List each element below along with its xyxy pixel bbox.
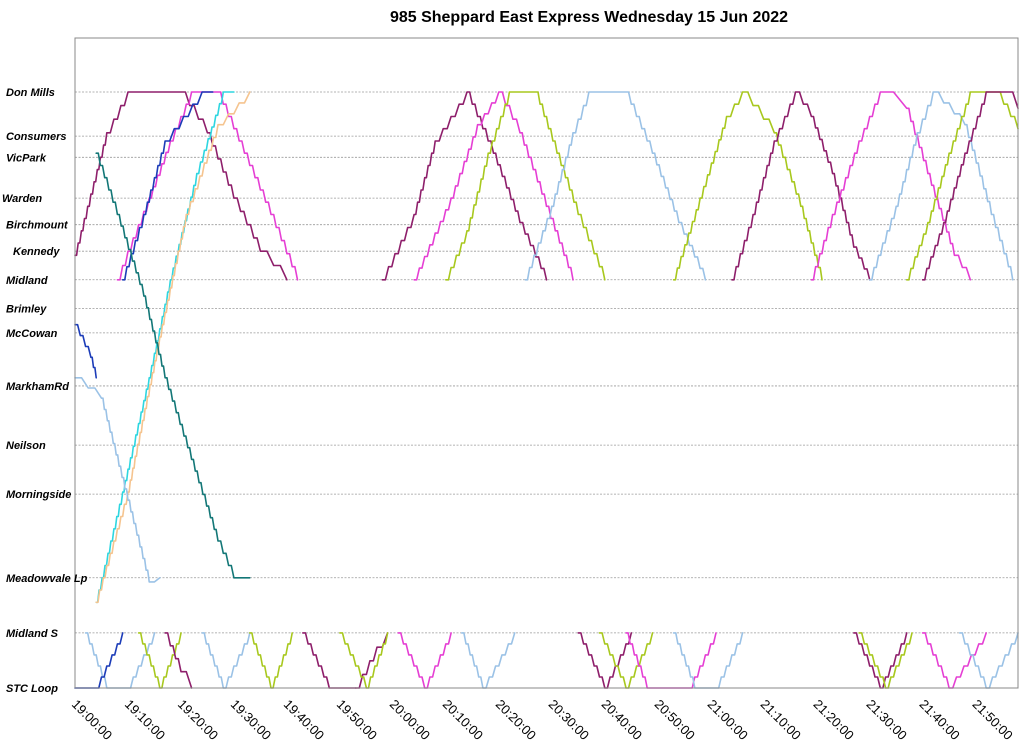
x-tick-label: 20:20:00 bbox=[493, 697, 539, 743]
trip-line bbox=[95, 91, 251, 604]
trip-line bbox=[116, 91, 299, 281]
x-tick-label: 20:00:00 bbox=[387, 697, 433, 743]
trip-line bbox=[137, 632, 182, 689]
trip-line bbox=[445, 91, 606, 281]
trip-line bbox=[397, 632, 452, 689]
x-tick-label: 19:20:00 bbox=[175, 697, 221, 743]
trip-line bbox=[672, 632, 744, 689]
x-tick-label: 21:50:00 bbox=[969, 697, 1015, 743]
x-tick-label: 21:10:00 bbox=[758, 697, 804, 743]
trip-line bbox=[921, 91, 1019, 281]
trip-line bbox=[853, 632, 908, 689]
trip-line bbox=[302, 632, 357, 689]
trip-line bbox=[339, 632, 389, 689]
stop-label-midland-s: Midland S bbox=[6, 628, 59, 640]
stop-label-meadowvale-lp: Meadowvale Lp bbox=[6, 573, 88, 585]
trip-line bbox=[598, 632, 654, 689]
trip-line bbox=[381, 91, 548, 281]
stop-label-birchmount: Birchmount bbox=[6, 220, 69, 232]
stop-label-brimley: Brimley bbox=[6, 303, 47, 315]
trip-line bbox=[74, 91, 288, 281]
trip-line bbox=[164, 632, 193, 689]
stop-label-kennedy: Kennedy bbox=[13, 246, 60, 258]
x-tick-label: 21:30:00 bbox=[864, 697, 910, 743]
trip-line bbox=[524, 91, 707, 281]
plot-frame bbox=[74, 37, 1019, 689]
x-tick-label: 19:00:00 bbox=[69, 697, 115, 743]
x-tick-label: 20:30:00 bbox=[546, 697, 592, 743]
x-tick-label: 19:10:00 bbox=[122, 697, 168, 743]
trip-line bbox=[74, 323, 97, 379]
stop-label-markhamrd: MarkhamRd bbox=[6, 381, 69, 393]
trip-line bbox=[74, 377, 161, 583]
trip-line bbox=[460, 632, 516, 689]
x-tick-label: 19:40:00 bbox=[281, 697, 327, 743]
x-tick-label: 21:00:00 bbox=[705, 697, 751, 743]
x-tick-label: 21:20:00 bbox=[811, 697, 857, 743]
stop-label-midland: Midland bbox=[6, 275, 48, 287]
stop-labels: Don Mills Consumers VicPark Warden Birchmoun… bbox=[2, 87, 88, 695]
x-tick-label: 19:30:00 bbox=[228, 697, 274, 743]
trip-line bbox=[355, 632, 389, 689]
x-tick-label: 20:40:00 bbox=[599, 697, 645, 743]
trip-line bbox=[121, 91, 214, 281]
stop-label-morningside: Morningside bbox=[6, 489, 71, 501]
gridlines bbox=[75, 91, 1018, 689]
stop-label-stc-loop: STC Loop bbox=[6, 683, 58, 695]
stop-label-consumers: Consumers bbox=[6, 131, 67, 143]
x-tick-label: 19:50:00 bbox=[334, 697, 380, 743]
trip-line bbox=[868, 91, 1014, 281]
trip-line bbox=[731, 91, 871, 281]
series-group bbox=[74, 91, 1019, 689]
x-tick-label: 20:10:00 bbox=[440, 697, 486, 743]
trip-line bbox=[810, 91, 972, 281]
trip-line bbox=[95, 91, 235, 604]
stop-label-mccowan: McCowan bbox=[6, 328, 58, 340]
stop-label-vicpark: VicPark bbox=[6, 152, 47, 164]
trip-line bbox=[921, 632, 987, 689]
x-tick-labels: 19:00:00 19:10:00 19:20:00 19:30:00 19:40:00… bbox=[69, 697, 1016, 743]
x-tick-label: 21:40:00 bbox=[917, 697, 963, 743]
trip-line bbox=[201, 632, 251, 689]
trip-line bbox=[672, 91, 823, 281]
trip-line bbox=[95, 152, 251, 579]
stop-label-warden: Warden bbox=[2, 193, 42, 205]
trip-line bbox=[249, 632, 293, 689]
stop-label-don-mills: Don Mills bbox=[6, 87, 55, 99]
chart-title: 985 Sheppard East Express Wednesday 15 J… bbox=[390, 9, 788, 26]
trip-line bbox=[625, 632, 717, 689]
trip-line bbox=[413, 91, 574, 281]
x-tick-label: 20:50:00 bbox=[652, 697, 698, 743]
trip-line bbox=[958, 632, 1019, 689]
stop-label-neilson: Neilson bbox=[6, 440, 46, 452]
trip-line bbox=[74, 632, 124, 689]
